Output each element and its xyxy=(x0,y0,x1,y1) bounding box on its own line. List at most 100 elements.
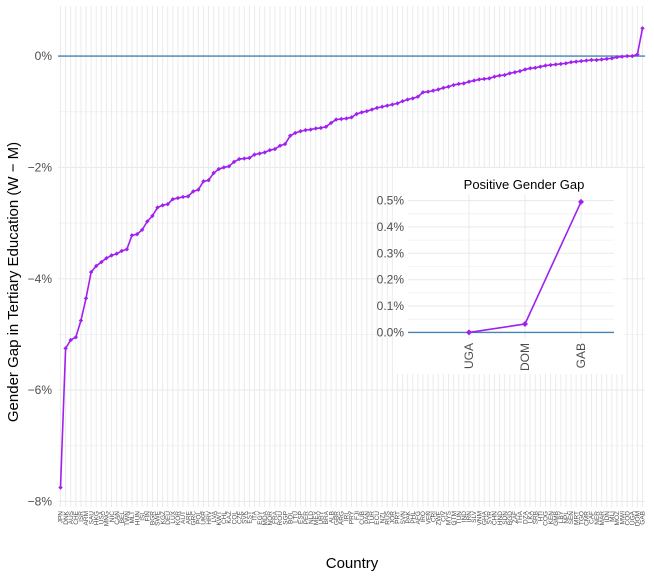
x-tick-label: LTU xyxy=(293,511,300,523)
inset-gridlines xyxy=(408,194,614,339)
data-point xyxy=(83,296,89,301)
x-tick-label: SRB xyxy=(532,511,539,524)
x-tick-label: ARG xyxy=(338,511,345,525)
x-tick-label: POL xyxy=(196,511,203,524)
data-point xyxy=(78,318,84,323)
x-tick-label: HND xyxy=(497,511,504,525)
data-point xyxy=(573,59,579,64)
data-point xyxy=(328,120,334,126)
y-axis-title: Gender Gap in Tertiary Education (W − M) xyxy=(5,142,22,422)
data-point xyxy=(267,147,273,153)
data-point xyxy=(461,81,467,86)
inset-y-tick-label: 0.4% xyxy=(377,220,405,234)
data-point xyxy=(451,82,456,88)
data-point xyxy=(354,111,359,117)
x-tick-label: GRC xyxy=(190,511,197,526)
data-point xyxy=(584,58,589,63)
x-tick-label: DEU xyxy=(165,511,172,525)
x-tick-label: ITA xyxy=(252,510,259,520)
x-tick-label: SVK xyxy=(241,510,248,524)
x-tick-label: PER xyxy=(303,511,310,525)
x-tick-label: PRT xyxy=(395,511,402,524)
data-point xyxy=(410,96,415,101)
x-tick-label: CRI xyxy=(430,511,437,522)
x-tick-label: KGZ xyxy=(160,511,167,524)
x-tick-label: PAN xyxy=(364,511,371,524)
x-tick-label: CZE xyxy=(236,510,243,524)
x-tick-label: KOR xyxy=(175,511,182,525)
data-point xyxy=(94,263,99,269)
x-tick-label: FRA xyxy=(272,510,279,524)
inset-data-point xyxy=(466,329,472,336)
data-point xyxy=(579,58,584,64)
x-tick-label: ARM xyxy=(83,511,90,525)
x-tick-label: MDA xyxy=(262,510,269,525)
data-point xyxy=(456,81,461,87)
data-point xyxy=(512,70,518,75)
data-point xyxy=(553,62,558,67)
data-point xyxy=(400,98,405,104)
data-point xyxy=(323,124,329,129)
inset-chart: Positive Gender Gap 0.0% 0.1% 0.2% 0.3% 0.4%… xyxy=(377,168,623,374)
data-point xyxy=(165,201,170,207)
x-tick-label: EST xyxy=(247,511,254,524)
data-point xyxy=(609,56,615,61)
data-point xyxy=(476,77,482,82)
x-tick-label: NPL xyxy=(563,511,570,524)
x-tick-label: NIC xyxy=(109,511,116,523)
data-point xyxy=(630,53,635,59)
x-tick-label: CHL xyxy=(221,511,228,524)
inset-data-point xyxy=(578,198,584,205)
data-point xyxy=(635,52,640,57)
x-tick-label: IDN xyxy=(604,511,611,523)
data-point xyxy=(344,116,349,121)
data-point xyxy=(170,196,176,202)
x-tick-label: AFG xyxy=(415,511,422,524)
data-point xyxy=(272,146,278,152)
x-tick-label: KAZ xyxy=(226,511,233,524)
x-tick-label: NZL xyxy=(379,511,386,524)
x-tick-label: NOR xyxy=(267,511,274,526)
data-point xyxy=(73,335,79,340)
x-tick-label: FIN xyxy=(144,511,151,522)
data-point xyxy=(293,130,298,136)
x-tick-label: SDN xyxy=(502,511,509,525)
data-point xyxy=(594,57,599,63)
data-point xyxy=(497,73,502,78)
data-point xyxy=(185,194,191,199)
x-tick-label: COD xyxy=(624,511,631,526)
data-point xyxy=(298,129,303,134)
inset-series xyxy=(466,198,584,336)
x-tick-label: MEX xyxy=(313,510,320,525)
data-point xyxy=(139,227,145,232)
data-point xyxy=(191,189,196,194)
inset-x-tick-label: DOM xyxy=(518,343,532,371)
data-point xyxy=(543,63,548,68)
inset-x-tick-label: UGA xyxy=(462,343,476,369)
x-tick-label: DNK xyxy=(63,510,70,524)
x-tick-label: BRA xyxy=(323,510,330,524)
x-tick-label: BEL xyxy=(119,511,126,524)
data-point xyxy=(507,71,512,76)
x-tick-label: ALB xyxy=(328,511,335,523)
x-tick-label: ZAF xyxy=(512,511,519,523)
x-tick-label: ROU xyxy=(277,511,284,526)
x-tick-label: CHN xyxy=(492,511,499,525)
data-point xyxy=(374,105,380,111)
data-point xyxy=(415,94,421,99)
x-tick-label: GHA xyxy=(481,510,488,525)
data-point xyxy=(619,54,625,59)
data-point xyxy=(369,107,375,112)
data-point xyxy=(109,253,114,258)
x-tick-label: TGO xyxy=(578,511,585,525)
data-point xyxy=(333,117,339,122)
data-point xyxy=(517,68,523,74)
data-point xyxy=(242,156,247,161)
data-point xyxy=(114,251,119,256)
x-tick-label: MLI xyxy=(609,511,616,522)
x-tick-label: HRV xyxy=(206,510,213,524)
data-point xyxy=(589,57,594,63)
x-tick-label: UKR xyxy=(201,511,208,525)
x-tick-label: NLD xyxy=(308,511,315,524)
